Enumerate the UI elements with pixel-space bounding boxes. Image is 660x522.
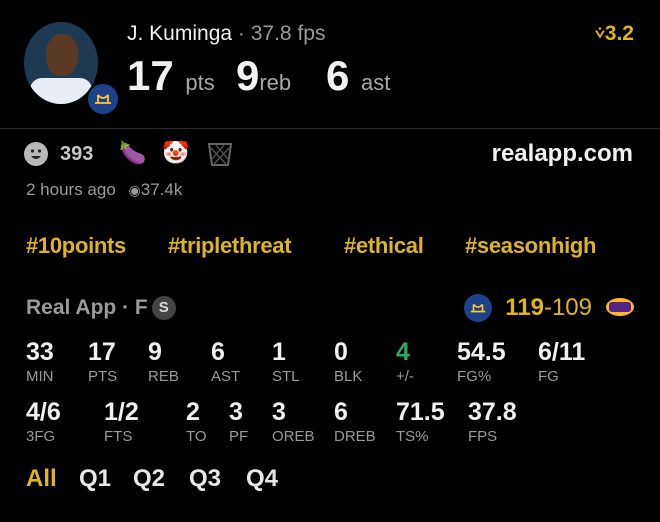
game-score[interactable]: 119-109 — [505, 294, 592, 322]
tab-q4[interactable]: Q4 — [246, 465, 279, 492]
stat-value: 71.5 — [396, 398, 445, 426]
eye-icon: ◉ — [128, 182, 141, 198]
headline-ast: 6 ast — [326, 52, 390, 100]
lakers-logo-icon — [606, 298, 634, 316]
stat-label: 3FG — [26, 428, 56, 445]
stat-label: TO — [186, 428, 207, 445]
stat-value: 6 — [211, 338, 225, 366]
player-fps: 37.8 fps — [250, 22, 326, 45]
status-badge: S — [151, 296, 176, 320]
hashtag[interactable]: #seasonhigh — [465, 233, 597, 258]
stat-label: STL — [272, 368, 300, 385]
stat-value: 3 — [272, 398, 286, 426]
tab-q3[interactable]: Q3 — [189, 465, 222, 492]
site-link[interactable]: realapp.com — [491, 140, 633, 167]
stat-value: 0 — [334, 338, 348, 366]
reaction-count: 393 — [60, 143, 94, 165]
stat-value: 6 — [334, 398, 348, 426]
hashtag[interactable]: #10points — [26, 233, 126, 258]
stat-label: PF — [229, 428, 249, 445]
stat-label: BLK — [334, 368, 363, 385]
stat-label: FPS — [468, 428, 498, 445]
stat-value: 37.8 — [468, 398, 517, 426]
stat-label: AST — [211, 368, 241, 385]
stat-value: 17 — [88, 338, 116, 366]
player-name-line: J. Kuminga · 37.8 fps — [127, 22, 325, 46]
stat-value: 1/2 — [104, 398, 139, 426]
score-dash: - — [543, 294, 552, 321]
stat-value: 3 — [229, 398, 243, 426]
player-jersey — [30, 78, 92, 104]
reb-value: 9 — [236, 52, 260, 99]
headline-pts: 17 pts — [127, 52, 215, 100]
headline-reb: 9reb — [236, 52, 291, 100]
ast-value: 6 — [326, 52, 350, 99]
tab-all[interactable]: All — [26, 465, 57, 492]
stat-value: 2 — [186, 398, 200, 426]
fantasy-arrow-icon: ⩒ — [595, 25, 605, 42]
stat-label: OREB — [272, 428, 315, 445]
stat-label: DREB — [334, 428, 376, 445]
tab-q1[interactable]: Q1 — [79, 465, 112, 492]
source-label: Real App · F — [26, 296, 148, 319]
player-name[interactable]: J. Kuminga — [127, 22, 233, 45]
divider — [0, 128, 660, 129]
basket-reaction-icon[interactable] — [206, 140, 234, 174]
timestamp: 2 hours ago — [26, 180, 116, 199]
player-avatar[interactable] — [24, 22, 98, 104]
stat-label: PTS — [88, 368, 118, 385]
stat-value: 1 — [272, 338, 286, 366]
stat-value: 4/6 — [26, 398, 61, 426]
clown-reaction-icon[interactable]: 🤡 — [162, 140, 190, 165]
rating-value: 3.2 — [604, 22, 634, 45]
stat-label: FTS — [104, 428, 133, 445]
separator: · — [232, 22, 251, 45]
post-meta: 2 hours ago ◉37.4k — [26, 180, 182, 200]
pts-value: 17 — [127, 52, 174, 99]
hashtag[interactable]: #ethical — [344, 233, 424, 258]
view-count: 37.4k — [140, 180, 183, 199]
stat-label: TS% — [396, 428, 429, 445]
home-score: 119 — [505, 294, 544, 321]
tab-q2[interactable]: Q2 — [133, 465, 166, 492]
player-face — [46, 34, 78, 76]
stat-value: 33 — [26, 338, 54, 366]
away-score: 109 — [551, 294, 592, 321]
smile-reaction-icon[interactable] — [24, 142, 48, 166]
reb-label: reb — [259, 70, 292, 95]
warriors-logo-icon — [464, 294, 492, 322]
warriors-logo-icon — [86, 82, 120, 116]
rating[interactable]: ⩒3.2 — [595, 22, 634, 46]
hashtag[interactable]: #triplethreat — [168, 233, 292, 258]
stat-value: 6/11 — [538, 338, 586, 366]
eggplant-reaction-icon[interactable]: 🍆 — [119, 140, 147, 165]
stat-label: MIN — [26, 368, 54, 385]
stat-label: +/- — [396, 368, 414, 385]
stat-value: 54.5 — [457, 338, 506, 366]
stat-label: REB — [148, 368, 179, 385]
stat-value: 4 — [396, 338, 410, 366]
stat-value: 9 — [148, 338, 162, 366]
pts-label: pts — [185, 70, 215, 95]
stat-label: FG% — [457, 368, 492, 385]
ast-label: ast — [361, 70, 391, 95]
stat-label: FG — [538, 368, 559, 385]
